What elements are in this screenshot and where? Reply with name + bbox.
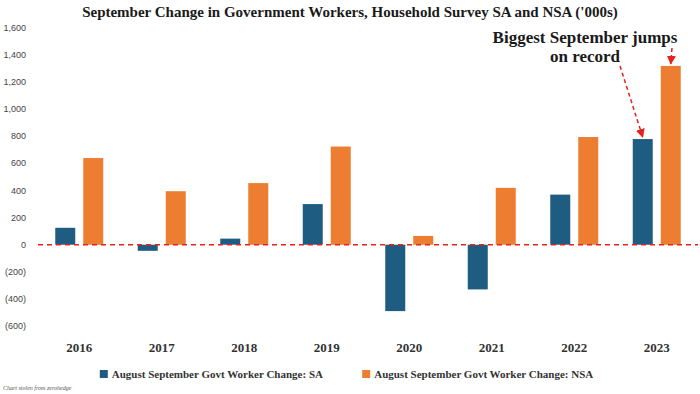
y-tick-label: 1,400	[3, 50, 26, 60]
y-tick	[28, 271, 30, 272]
annotation-line: Biggest September jumps	[493, 28, 678, 47]
bar	[578, 137, 598, 245]
y-tick	[28, 82, 30, 83]
bar	[413, 236, 433, 245]
legend-label: August September Govt Worker Change: NSA	[374, 368, 593, 380]
y-tick	[28, 298, 30, 299]
x-tick-label: 2021	[479, 340, 505, 355]
bar	[220, 239, 240, 245]
y-tick-label: 400	[11, 186, 26, 196]
x-tick-label: 2019	[314, 340, 341, 355]
title: September Change in Government Workers, …	[82, 4, 618, 21]
y-tick-label: 1,600	[3, 23, 26, 33]
y-tick-label: 800	[11, 131, 26, 141]
y-tick-label: 600	[11, 158, 26, 168]
y-tick-label: (200)	[5, 267, 26, 277]
y-tick	[28, 55, 30, 56]
y-tick-label: 200	[11, 213, 26, 223]
y-tick	[28, 244, 30, 245]
y-tick	[28, 190, 30, 191]
bar	[385, 245, 405, 311]
bar	[55, 228, 75, 245]
x-tick-label: 2017	[149, 340, 176, 355]
bar	[166, 191, 186, 245]
y-axis: (600) (400) (200) 0 200 400 600 800 1,000 1,200 1,…	[3, 23, 30, 331]
source: Chart stolen from zerohedge	[3, 385, 72, 391]
bar	[550, 195, 570, 245]
bar	[303, 204, 323, 245]
y-tick	[28, 28, 30, 29]
annotation-arrows	[620, 48, 672, 137]
legend-swatch	[100, 370, 108, 378]
bar	[468, 245, 488, 290]
x-tick-label: 2022	[561, 340, 587, 355]
legend-label: August September Govt Worker Change: SA	[112, 368, 323, 380]
y-tick-label: (600)	[5, 321, 26, 331]
y-tick	[28, 217, 30, 218]
y-tick-label: (400)	[5, 294, 26, 304]
annotation-arrow	[671, 48, 672, 64]
bar	[331, 147, 351, 245]
legend: August September Govt Worker Change: SA A…	[100, 368, 594, 380]
bar	[248, 183, 268, 245]
x-tick-label: 2020	[396, 340, 422, 355]
annotation: Biggest September jumpson record	[493, 28, 678, 66]
x-tick-label: 2023	[644, 340, 671, 355]
y-tick-label: 0	[21, 240, 26, 250]
zero-line	[38, 244, 698, 246]
y-tick-label: 1,000	[3, 104, 26, 114]
bar	[661, 66, 681, 245]
x-tick-label: 2016	[66, 340, 93, 355]
y-tick-label: 1,200	[3, 77, 26, 87]
annotation-arrow	[620, 66, 643, 137]
x-tick-label: 2018	[231, 340, 258, 355]
y-tick	[28, 109, 30, 110]
bar	[633, 139, 653, 245]
bar	[83, 158, 103, 245]
y-tick	[28, 326, 30, 327]
chart: September Change in Government Workers, …	[0, 0, 700, 394]
bar	[138, 245, 158, 251]
bars	[55, 66, 681, 311]
y-tick	[28, 163, 30, 164]
annotation-line: on record	[550, 47, 621, 66]
bar	[496, 188, 516, 245]
legend-swatch	[362, 370, 370, 378]
y-tick	[28, 136, 30, 137]
